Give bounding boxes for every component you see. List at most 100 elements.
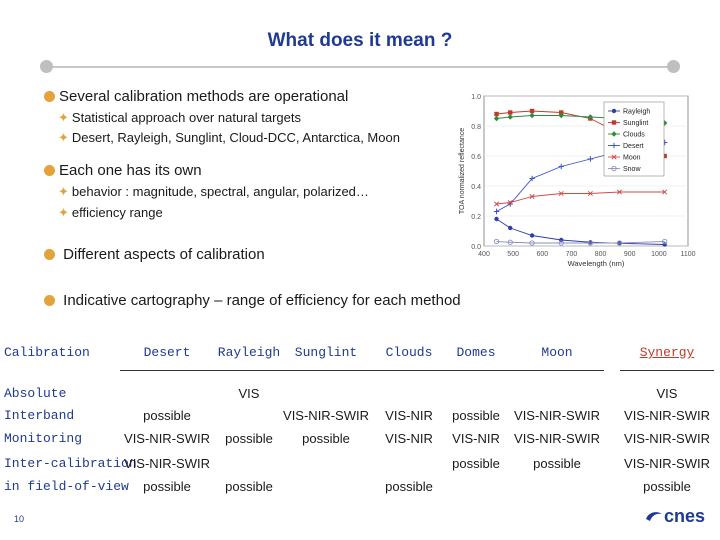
bullet-dot-icon	[44, 249, 55, 260]
y-axis-label: TOA normalized reflectance	[459, 128, 466, 214]
table-row-label: in field-of-view	[4, 479, 129, 494]
table-cell: possible	[143, 479, 191, 494]
series-line-snow	[496, 241, 665, 244]
x-tick-label: 800	[595, 251, 607, 258]
table-cell: VIS	[656, 386, 678, 401]
table-cell: possible	[452, 456, 500, 471]
divider-left-dot	[40, 60, 53, 73]
table-row-label: Monitoring	[4, 431, 83, 446]
data-point-sunglint	[559, 110, 564, 115]
legend-marker	[611, 154, 617, 160]
table-column-moon: Moon	[541, 345, 573, 360]
bullet-dot-icon	[44, 91, 55, 102]
bullet-dot-icon	[44, 295, 55, 306]
table-header-line-synergy	[620, 370, 714, 371]
sub-bullet-icon: ✦	[58, 184, 69, 199]
data-point-snow	[507, 239, 513, 245]
table-cell: possible	[143, 408, 191, 423]
bullet-1-sub-1: ✦ Statistical approach over natural targe…	[58, 110, 301, 125]
reflectance-chart-svg: 0.0 0.2 0.4 0.6 0.8 1.0 400 500 600 700 800 900 1000…	[459, 94, 696, 268]
table-header-line	[120, 370, 604, 371]
bullet-3: Different aspects of calibration	[44, 246, 265, 263]
y-tick-label: 0.4	[471, 184, 481, 191]
slide-title: What does it mean ?	[267, 30, 453, 51]
legend-marker	[611, 165, 617, 172]
table-header-calibration: Calibration	[4, 345, 90, 360]
y-tick-label: 0.0	[471, 244, 481, 251]
data-point-rayleigh	[508, 225, 513, 231]
table-cell: VIS-NIR-SWIR	[624, 408, 710, 423]
data-point-snow	[493, 238, 500, 245]
cnes-swirl-icon	[646, 512, 662, 521]
data-point-desert	[558, 163, 564, 170]
table-cell: possible	[225, 431, 273, 446]
legend-marker	[611, 120, 617, 125]
data-point-sunglint	[662, 153, 667, 159]
table-cell: possible	[225, 479, 273, 494]
data-point-clouds	[493, 115, 500, 122]
x-axis-label: Wavelength (nm)	[568, 259, 625, 268]
table-cell: VIS-NIR-SWIR	[514, 408, 600, 423]
legend-marker	[611, 108, 617, 114]
cnes-logo: cnes	[644, 506, 705, 527]
table-cell: possible	[302, 431, 350, 446]
data-point-moon	[558, 190, 564, 197]
data-point-snow	[662, 238, 668, 245]
bullet-1: Several calibration methods are operatio…	[44, 88, 348, 105]
title-divider	[44, 66, 674, 68]
data-point-desert	[587, 156, 594, 162]
data-point-sunglint	[508, 110, 513, 115]
table-cell: possible	[452, 408, 500, 423]
x-tick-label: 900	[624, 251, 636, 258]
data-point-moon	[587, 190, 593, 197]
table-cell: VIS-NIR-SWIR	[624, 456, 710, 471]
x-tick-label: 1100	[680, 251, 695, 258]
divider-right-dot	[667, 60, 680, 73]
data-point-desert	[493, 208, 500, 215]
table-row-label: Inter-calibration	[4, 456, 137, 471]
data-point-rayleigh	[494, 216, 499, 222]
table-cell: VIS-NIR-SWIR	[514, 431, 600, 446]
data-point-sunglint	[494, 111, 499, 117]
table-cell: possible	[643, 479, 691, 494]
legend-label: Moon	[623, 155, 641, 162]
table-column-synergy: Synergy	[639, 345, 695, 360]
y-tick-label: 0.2	[471, 214, 481, 221]
data-point-snow	[587, 240, 594, 246]
sub-bullet-icon: ✦	[58, 205, 69, 220]
data-point-moon	[662, 189, 668, 195]
legend-label: Clouds	[623, 132, 645, 139]
y-tick-label: 1.0	[471, 94, 481, 101]
table-cell: VIS-NIR-SWIR	[624, 431, 710, 446]
data-point-snow	[616, 240, 623, 246]
table-cell: VIS-NIR-SWIR	[283, 408, 369, 423]
table-cell: VIS-NIR-SWIR	[124, 431, 210, 446]
bullet-2-sub-2: ✦ efficiency range	[58, 205, 163, 220]
legend-label: Sunglint	[623, 120, 648, 127]
sub-bullet-icon: ✦	[58, 110, 69, 125]
x-tick-label: 600	[536, 251, 548, 258]
bullet-2-sub-1: ✦ behavior : magnitude, spectral, angular…	[58, 184, 369, 199]
data-point-clouds	[507, 114, 513, 120]
x-tick-label: 400	[478, 251, 490, 258]
table-cell: possible	[385, 479, 433, 494]
table-column-desert: Desert	[143, 345, 191, 360]
page-number: 10	[14, 514, 25, 524]
data-point-rayleigh	[529, 233, 535, 238]
data-point-snow	[529, 240, 535, 246]
table-cell: VIS-NIR	[452, 431, 500, 446]
data-point-moon	[616, 189, 623, 195]
chart-legend	[603, 101, 665, 177]
table-row-label: Absolute	[4, 386, 67, 401]
table-cell: VIS-NIR	[385, 431, 433, 446]
x-tick-label: 500	[507, 251, 519, 258]
data-point-moon	[507, 199, 513, 206]
legend-marker	[611, 142, 617, 149]
y-tick-label: 0.6	[471, 154, 481, 161]
bullet-dot-icon	[44, 165, 55, 176]
x-tick-label: 700	[566, 251, 578, 258]
data-point-desert	[529, 175, 535, 182]
y-tick-label: 0.8	[471, 124, 481, 131]
data-point-sunglint	[529, 108, 535, 114]
x-tick-label: 1000	[651, 251, 667, 258]
